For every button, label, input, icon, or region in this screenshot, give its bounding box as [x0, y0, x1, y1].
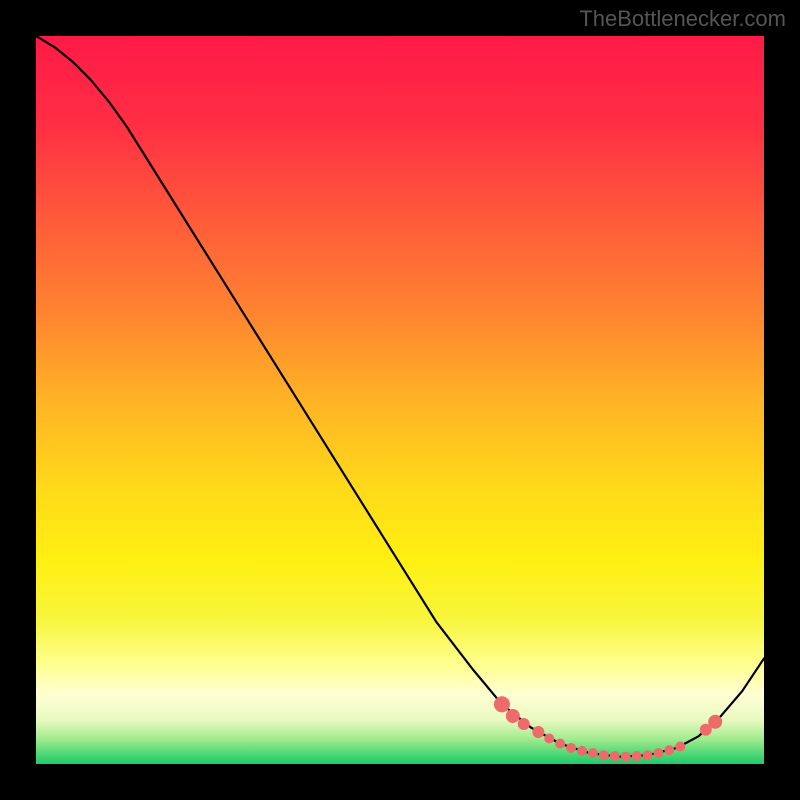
curve-marker: [675, 742, 685, 752]
curve-marker: [599, 750, 609, 760]
curve-marker: [632, 751, 642, 761]
curve-marker: [544, 734, 554, 744]
curve-marker: [610, 751, 620, 761]
bottleneck-curve-chart: [36, 36, 764, 764]
watermark-text: TheBottlenecker.com: [579, 6, 786, 32]
chart-plot-area: [36, 36, 764, 764]
curve-marker: [518, 718, 530, 730]
curve-marker: [506, 709, 520, 723]
curve-marker: [643, 750, 653, 760]
curve-marker: [494, 696, 510, 712]
curve-marker: [653, 748, 663, 758]
curve-marker: [566, 743, 576, 753]
curve-marker: [664, 745, 674, 755]
chart-background: [36, 36, 764, 764]
curve-marker: [555, 739, 565, 749]
curve-marker: [588, 748, 598, 758]
curve-marker: [621, 752, 631, 762]
curve-marker: [532, 726, 544, 738]
curve-marker: [708, 715, 722, 729]
curve-marker: [577, 746, 587, 756]
